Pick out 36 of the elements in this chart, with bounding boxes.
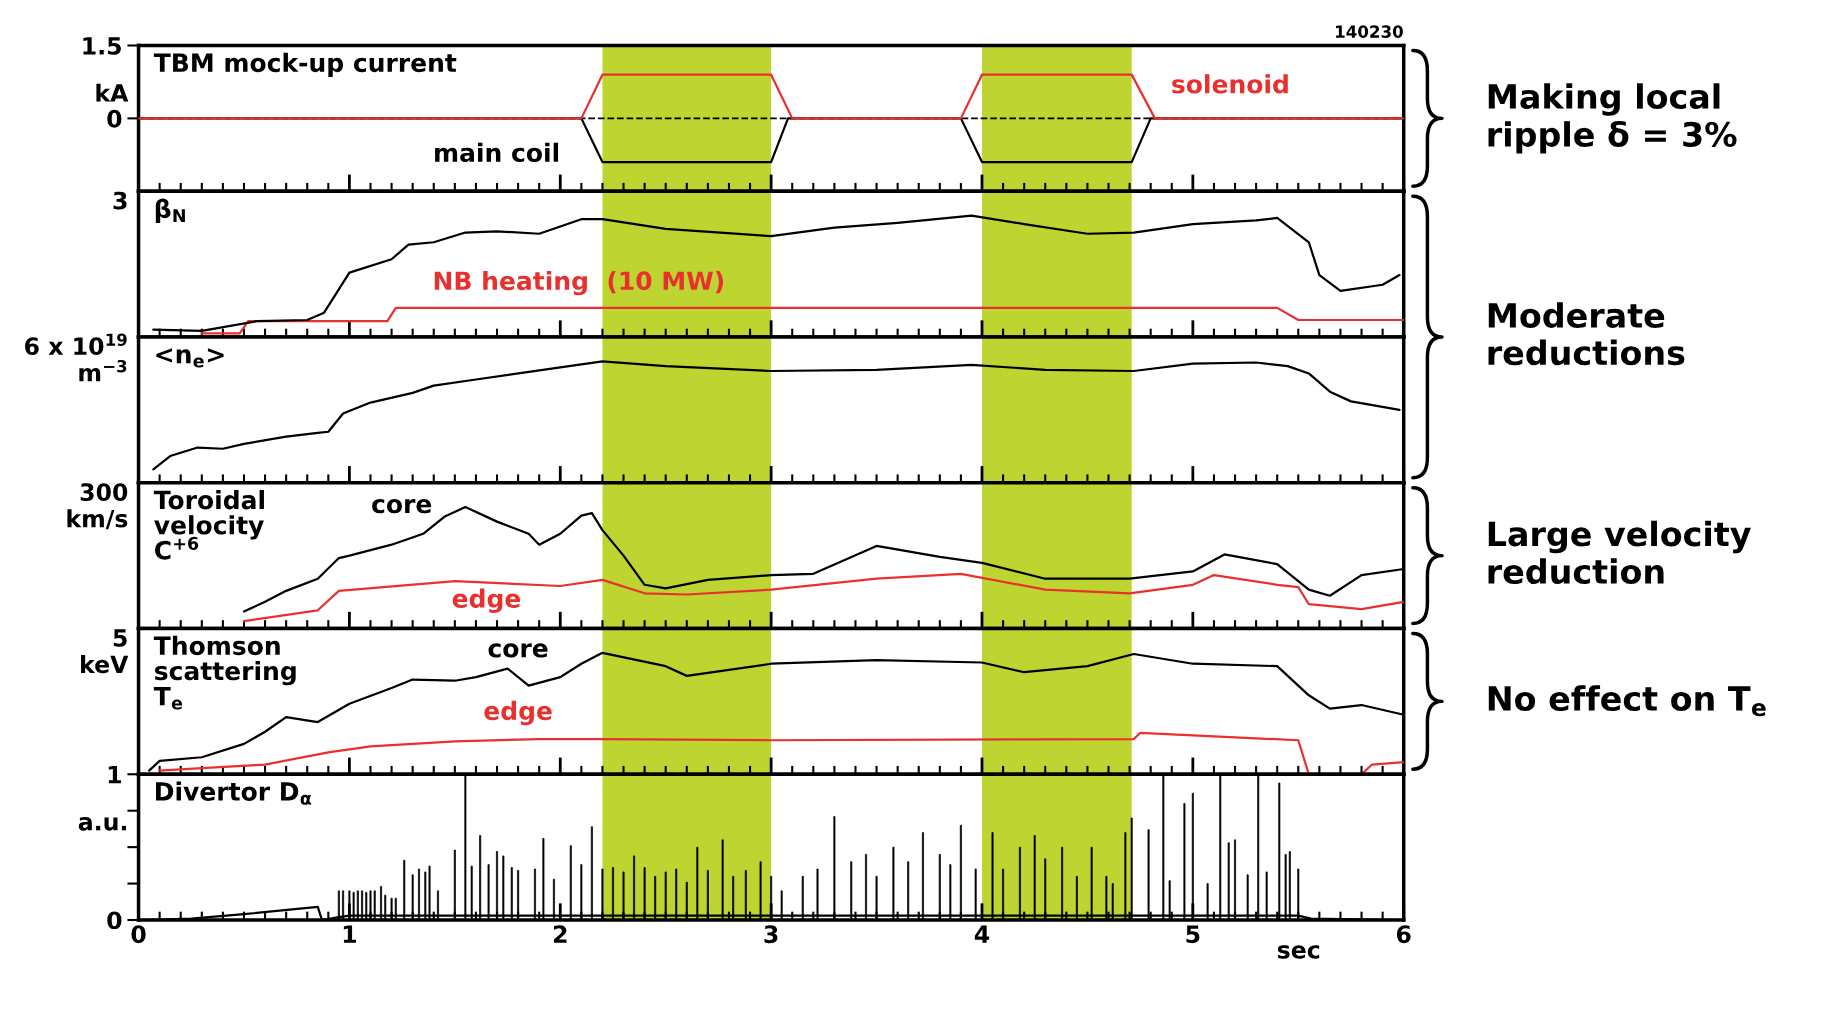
text: Moderate reductions [1488, 302, 1685, 366]
series-label: main coil [435, 142, 559, 163]
x-tick-label: 0 [131, 925, 146, 944]
chart-title: Thomson scattering T$_{e}$ [153, 635, 296, 710]
x-tick-label: 3 [764, 925, 778, 944]
y-tick-label: 1 [108, 766, 121, 784]
series-label: solenoid [1172, 74, 1288, 94]
y-axis-title: kA [96, 83, 129, 102]
chart-title: TBM mock-up current [153, 52, 457, 77]
legend-label: core [488, 643, 548, 658]
text: Making local ripple δ = 3% [1488, 83, 1737, 154]
x-tick-label: 4 [974, 925, 990, 943]
legend-label: core [372, 498, 432, 514]
y-axis-title: 5 keV [81, 629, 129, 674]
chart-title: Divertor D$_{α}$ [156, 781, 312, 805]
y-axis-title: a.u. [78, 817, 127, 831]
y-tick-label: 1.5 [83, 37, 121, 55]
series-label: edge [452, 588, 521, 614]
y-axis-title: 300 km/s [67, 483, 128, 530]
series-label: edge [484, 700, 552, 726]
text: No effect on T$_{e}$ [1488, 685, 1766, 717]
text: Large velocity reduction [1488, 520, 1751, 585]
chart-title: Toroidal velocity C$^{+6}$ [153, 490, 264, 560]
x-tick-label: 5 [1186, 925, 1200, 944]
x-tick-label: 1 [343, 925, 356, 943]
x-tick-label: 2 [553, 925, 567, 943]
y-axis-title: 3 [113, 191, 127, 210]
text: 6 x 10$^{19}$ m$^{−3}$ [25, 333, 127, 382]
x-tick-label: 6 [1396, 925, 1411, 944]
y-tick-label: 0 [107, 109, 122, 128]
chart-subtitle: 140230 [1336, 25, 1403, 38]
x-axis-title: sec [1277, 945, 1320, 959]
series-label: NB heating (10 MW) [434, 270, 724, 296]
y-tick-label: 0 [107, 911, 122, 930]
chart-title: β$_{N}$ [155, 198, 185, 224]
chart-title: <n$_{e}$> [156, 348, 224, 368]
